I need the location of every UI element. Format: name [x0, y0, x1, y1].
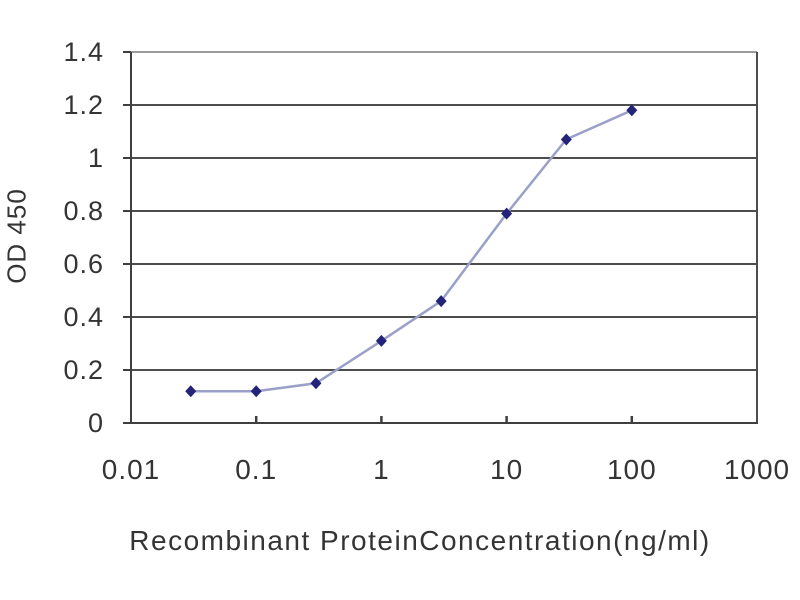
y-tick-label: 0.2	[63, 355, 104, 385]
y-tick-label: 1.4	[63, 37, 104, 67]
y-tick-label: 0.6	[63, 249, 104, 279]
y-tick-label: 0.4	[63, 302, 104, 332]
data-point-marker	[626, 104, 638, 117]
data-point-marker	[501, 207, 513, 220]
x-tick-label: 100	[607, 454, 657, 485]
x-axis-title: Recombinant ProteinConcentration(ng/ml)	[129, 525, 711, 556]
x-tick-label: 1	[373, 454, 390, 485]
x-tick-label: 0.1	[235, 454, 277, 485]
data-point-marker	[250, 385, 262, 398]
data-point-marker	[310, 377, 322, 390]
y-axis-title: OD 450	[1, 188, 32, 284]
x-tick-label: 10	[490, 454, 523, 485]
y-tick-label: 1	[88, 143, 104, 173]
data-point-marker	[560, 133, 572, 146]
y-tick-label: 0.8	[63, 196, 104, 226]
data-point-marker	[185, 385, 197, 398]
y-tick-label: 1.2	[63, 90, 104, 120]
data-point-marker	[435, 295, 447, 308]
y-tick-label: 0	[88, 408, 104, 438]
series-line	[190, 109, 633, 393]
x-tick-label: 0.01	[102, 454, 161, 485]
data-point-marker	[375, 334, 387, 347]
x-tick-label: 1000	[724, 454, 790, 485]
